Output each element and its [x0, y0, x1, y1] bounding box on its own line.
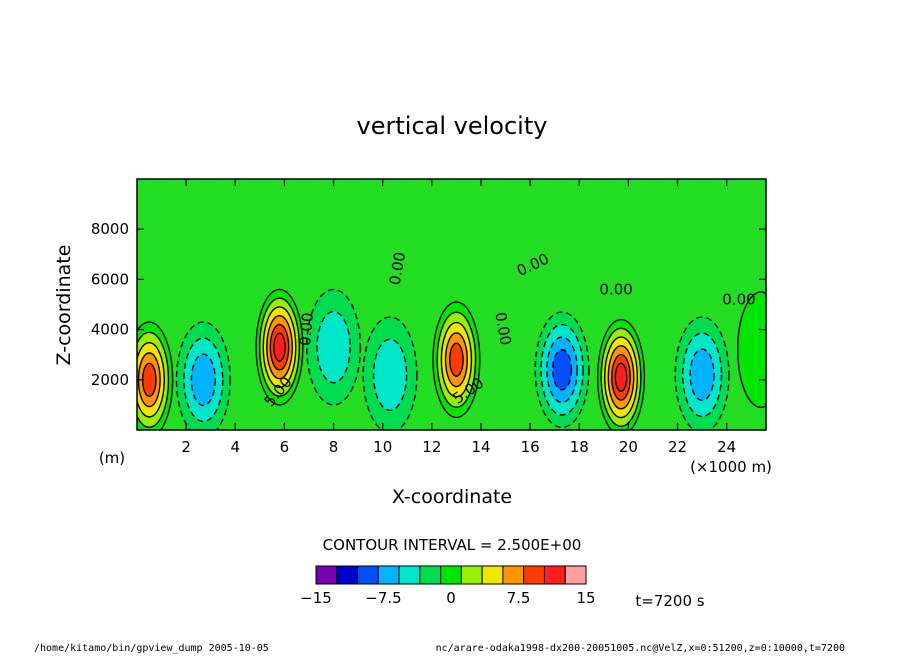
contour-value-label: 0.00 [386, 250, 410, 286]
y-tick-label: 6000 [91, 270, 129, 288]
y-tick-label: 2000 [91, 371, 129, 389]
downdraft-contour [316, 310, 351, 384]
colorbar-tick-label: 0 [446, 589, 456, 607]
colorbar [315, 565, 587, 585]
updraft-contour [141, 362, 157, 397]
colorbar-tick-label: 7.5 [507, 589, 531, 607]
x-tick-label: 16 [521, 438, 540, 456]
x-tick-label: 20 [619, 438, 638, 456]
contour-value-label: 0.00 [491, 311, 515, 347]
colorbar-swatch [336, 565, 359, 585]
y-axis-label: Z-coordinate [53, 245, 75, 366]
downdraft-contour [190, 353, 216, 407]
colorbar-swatch [543, 565, 566, 585]
plot-frame [136, 178, 767, 431]
x-axis: 2 4 6 8 10 12 14 16 18 20 22 24 [181, 179, 736, 456]
x-tick-label: 2 [181, 438, 191, 456]
contour-interval: CONTOUR INTERVAL = 2.500E+00 [323, 536, 582, 554]
plot-area: 0.00 0.000.000.000.00 0.005.00 5.00 2 4 6 8 10 1… [91, 178, 767, 456]
downdraft-contour [372, 338, 408, 412]
colorbar-swatch [460, 565, 483, 585]
updraft-contour [614, 362, 628, 392]
colorbar-swatch [315, 565, 338, 585]
x-tick-label: 18 [570, 438, 589, 456]
x-tick-label: 8 [329, 438, 339, 456]
updraft-contour [273, 332, 286, 362]
y-tick-label: 4000 [91, 321, 129, 339]
colorbar-swatch [357, 565, 379, 585]
x-tick-label: 6 [280, 438, 290, 456]
colorbar-ticks: −15 −7.5 0 7.5 15 [300, 589, 595, 607]
colorbar-tick-label: −7.5 [365, 589, 401, 607]
contour-cells [137, 288, 766, 430]
colorbar-swatch [377, 565, 400, 585]
y-axis: 2000 4000 6000 8000 [91, 220, 766, 389]
colorbar-swatch [481, 565, 504, 585]
x-tick-label: 22 [668, 438, 687, 456]
colorbar-tick-label: 15 [576, 589, 595, 607]
x-tick-label: 4 [231, 438, 241, 456]
footer-left: /home/kitamo/bin/gpview_dump 2005-10-05 [34, 643, 269, 654]
colorbar-swatch [523, 565, 545, 585]
contour-value-label: 0.00 [296, 312, 317, 347]
x-tick-label: 24 [717, 438, 736, 456]
x-axis-label: X-coordinate [392, 486, 512, 508]
x-tick-label: 10 [373, 438, 392, 456]
time-label: t=7200 s [635, 592, 704, 610]
x-axis-unit: (×1000 m) [690, 458, 772, 476]
x-tick-label: 14 [471, 438, 490, 456]
x-tick-label: 12 [422, 438, 441, 456]
updraft-contour [449, 342, 464, 377]
colorbar-swatch [440, 565, 462, 585]
colorbar-swatch [564, 565, 587, 585]
contour-value-label: 0.00 [722, 291, 755, 309]
downdraft-contour [689, 348, 715, 402]
colorbar-swatch [419, 565, 442, 585]
downdraft-contour [552, 348, 573, 391]
colorbar-swatch [398, 565, 421, 585]
footer-right: nc/arare-odaka1998-dx200-20051005.nc@Vel… [436, 643, 845, 654]
chart-title: vertical velocity [357, 112, 548, 140]
colorbar-swatch [502, 565, 525, 585]
y-axis-unit: (m) [99, 449, 125, 467]
y-tick-label: 8000 [91, 220, 129, 238]
colorbar-tick-label: −15 [300, 589, 332, 607]
updraft-contour [737, 291, 766, 409]
contour-value-label: 0.00 [599, 280, 632, 298]
